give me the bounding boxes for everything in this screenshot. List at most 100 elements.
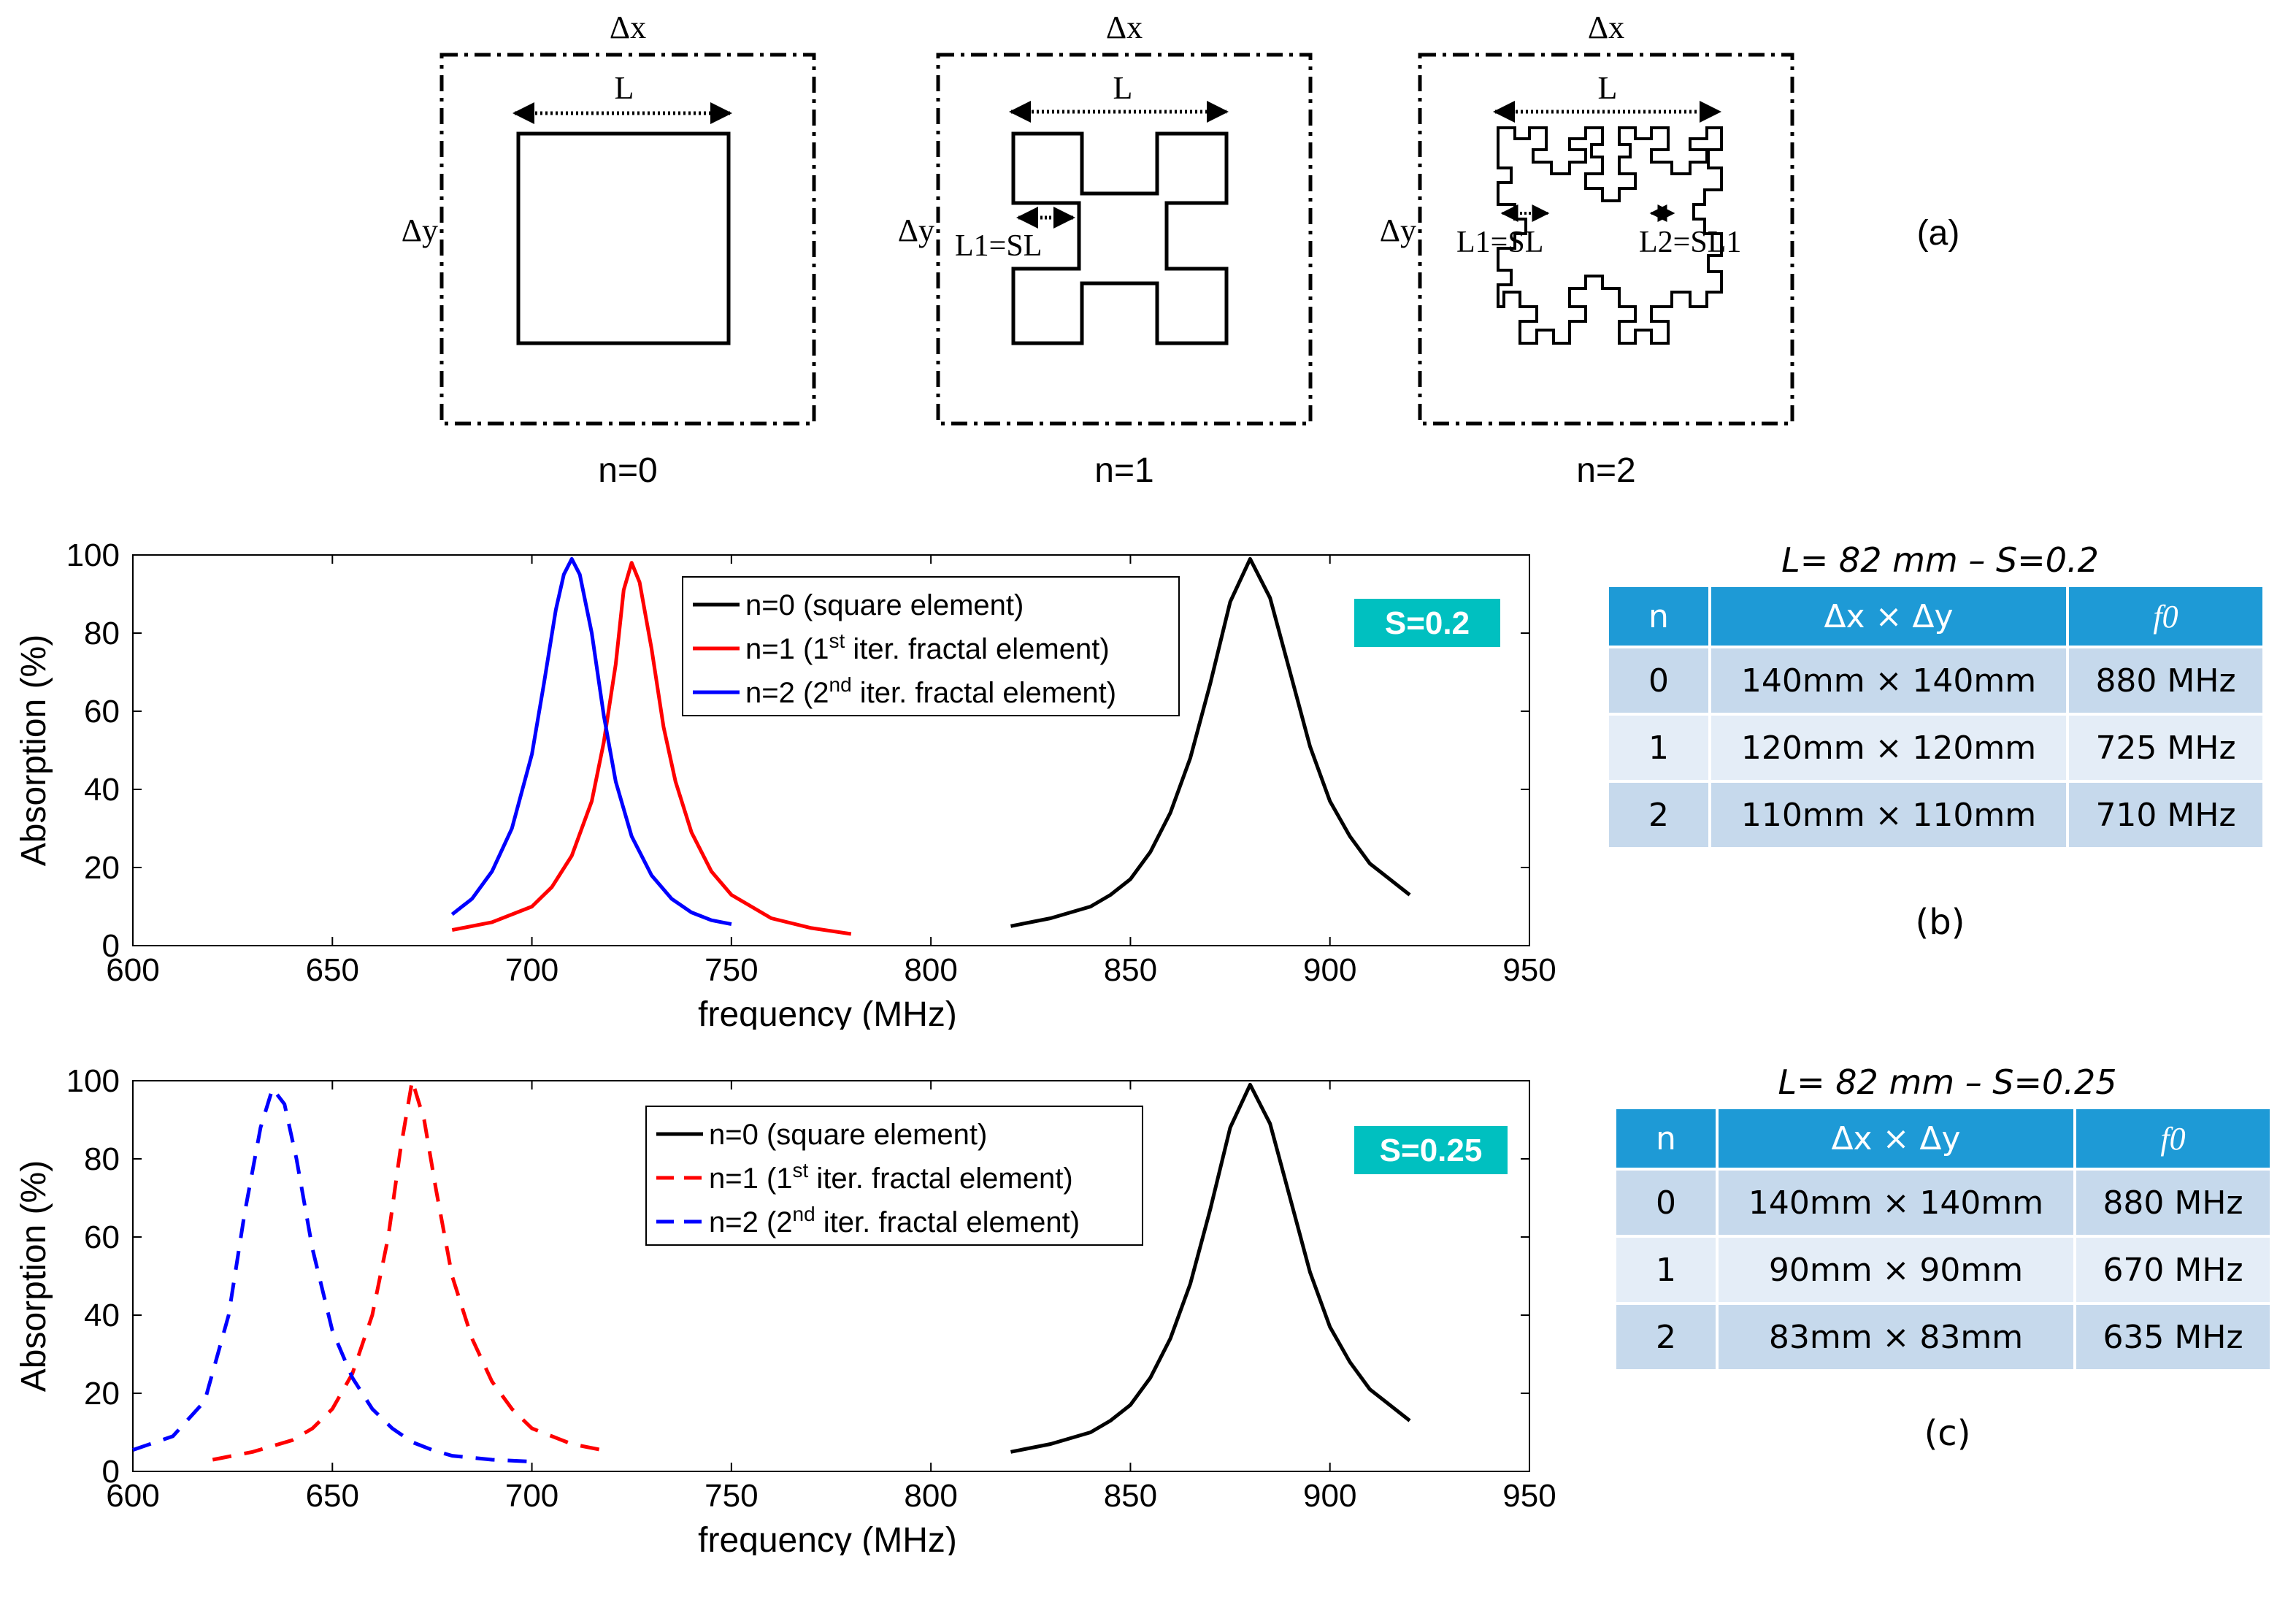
table-header-f0: f0 [2069, 587, 2262, 646]
l1-label: L1=SL [1456, 226, 1543, 259]
y-tick-label: 0 [102, 1454, 120, 1490]
y-tick-label: 40 [84, 1298, 120, 1333]
table-row: 1 120mm × 120mm 725 MHz [1609, 716, 2262, 780]
table-cell: 110mm × 110mm [1711, 783, 2066, 847]
unit-cell-boundary [439, 53, 816, 426]
x-tick-label: 800 [904, 952, 957, 988]
dy-label: Δy [402, 212, 438, 248]
table-cell: 0 [1616, 1171, 1716, 1235]
table-row: 0 140mm × 140mm 880 MHz [1616, 1171, 2270, 1235]
x-axis-label: frequency (MHz) [698, 995, 957, 1030]
y-tick-label: 60 [84, 694, 120, 729]
x-tick-label: 850 [1104, 952, 1157, 988]
y-axis-label: Absorption (%) [15, 635, 53, 866]
panel-label-b: (b) [1915, 902, 1965, 943]
badge-background [1354, 1126, 1508, 1174]
dx-label: Δx [1588, 9, 1624, 45]
table-cell: 880 MHz [2076, 1171, 2270, 1235]
parameter-table: n Δx × Δy f0 0 140mm × 140mm 880 MHz 1 1… [1606, 584, 2265, 850]
l-label: L [1598, 70, 1618, 106]
parameter-table: n Δx × Δy f0 0 140mm × 140mm 880 MHz 1 9… [1613, 1106, 2273, 1372]
legend-superscript: st [829, 629, 845, 652]
fractal-element-n2 [1497, 126, 1723, 345]
l2-label: L2=SL1 [1639, 226, 1741, 259]
legend-text: iter. fractal element) [815, 1206, 1080, 1238]
y-axis-label: Absorption (%) [15, 1160, 53, 1392]
legend-label: n=0 (square element) [709, 1119, 987, 1151]
square-element [516, 131, 731, 345]
table-title: L= 82 mm – S=0.2 [1781, 540, 2099, 580]
legend-superscript: st [793, 1159, 809, 1182]
table-cell: 725 MHz [2069, 716, 2262, 780]
y-tick-label: 40 [84, 772, 120, 808]
table-cell: 670 MHz [2076, 1238, 2270, 1302]
legend-box [645, 1106, 1143, 1246]
table-row: 1 90mm × 90mm 670 MHz [1616, 1238, 2270, 1302]
x-tick-label: 600 [106, 1478, 159, 1514]
y-tick-label: 80 [84, 1141, 120, 1177]
x-tick-label: 650 [306, 1478, 359, 1514]
table-header-f0: f0 [2076, 1109, 2270, 1168]
badge-label: S=0.25 [1380, 1133, 1483, 1168]
dx-label: Δx [610, 9, 646, 45]
series-line [1010, 1082, 1411, 1454]
y-tick-label: 60 [84, 1219, 120, 1255]
table-header-n: n [1616, 1109, 1716, 1168]
fractal-element-n1 [1011, 131, 1229, 345]
badge-label: S=0.2 [1385, 605, 1470, 641]
table-cell: 90mm × 90mm [1719, 1238, 2073, 1302]
f0-symbol: f0 [2160, 1120, 2186, 1157]
x-axis-label: frequency (MHz) [698, 1521, 957, 1555]
legend-superscript: nd [793, 1203, 815, 1225]
dy-label: Δy [1380, 212, 1416, 248]
series-line [1010, 556, 1411, 928]
table-row: 2 83mm × 83mm 635 MHz [1616, 1305, 2270, 1369]
geometry-diagram: Δx Δy L n=0 Δx Δy L L1=SL n=1 Δx Δy L L1… [402, 9, 1960, 490]
table-row: 2 110mm × 110mm 710 MHz [1609, 783, 2262, 847]
panel-label-a: (a) [1917, 214, 1960, 253]
legend-label: n=1 (1st iter. fractal element) [745, 629, 1110, 666]
y-tick-label: 0 [102, 928, 120, 964]
x-tick-label: 600 [106, 952, 159, 988]
y-tick-label: 80 [84, 616, 120, 651]
table-row: 0 140mm × 140mm 880 MHz [1609, 648, 2262, 713]
legend-text: iter. fractal element) [808, 1163, 1072, 1195]
series-line [212, 1079, 613, 1462]
table-cell: 1 [1609, 716, 1708, 780]
table-cell: 83mm × 83mm [1719, 1305, 2073, 1369]
x-tick-label: 700 [505, 952, 558, 988]
y-tick-label: 100 [66, 1063, 120, 1099]
y-tick-label: 20 [84, 1376, 120, 1412]
absorption-chart-s025: 600 650 700 750 800 850 900 950 0 20 40 60 80 100 freq… [15, 1063, 1556, 1555]
legend-text: n=0 (square element) [745, 589, 1024, 621]
series-line [132, 1087, 532, 1464]
x-tick-label: 850 [1104, 1478, 1157, 1514]
legend-text: n=1 (1 [709, 1163, 793, 1195]
unit-cell-boundary [1418, 53, 1794, 426]
x-tick-label: 750 [704, 1478, 758, 1514]
table-header-size: Δx × Δy [1711, 587, 2066, 646]
x-tick-label: 800 [904, 1478, 957, 1514]
iteration-caption: n=2 [1576, 451, 1635, 490]
x-tick-label: 700 [505, 1478, 558, 1514]
legend-text: n=0 (square element) [709, 1119, 987, 1151]
f0-symbol: f0 [2153, 598, 2178, 635]
table-cell: 1 [1616, 1238, 1716, 1302]
legend-text: iter. fractal element) [845, 633, 1109, 665]
absorption-chart-s02: 600 650 700 750 800 850 900 950 0 20 40 60 80 100 freq… [15, 537, 1556, 1030]
l-label: L [1113, 70, 1133, 106]
legend-text: n=1 (1 [745, 633, 829, 665]
table-cell: 710 MHz [2069, 783, 2262, 847]
geometry-cell-n0: Δx Δy L n=0 [402, 9, 816, 490]
unit-cell-boundary [936, 53, 1313, 426]
geometry-cell-n1: Δx Δy L L1=SL n=1 [898, 9, 1313, 490]
x-tick-label: 900 [1303, 952, 1356, 988]
series-line [451, 561, 852, 936]
legend-text: n=2 (2 [745, 677, 829, 709]
x-tick-label: 950 [1502, 952, 1556, 988]
y-tick-label: 100 [66, 537, 120, 573]
table-title: L= 82 mm – S=0.25 [1778, 1062, 2117, 1102]
legend-label: n=1 (1st iter. fractal element) [709, 1159, 1073, 1195]
geometry-cell-n2: Δx Δy L L1=SL L2=SL1 n=2 [1380, 9, 1794, 490]
legend-superscript: nd [829, 673, 852, 696]
